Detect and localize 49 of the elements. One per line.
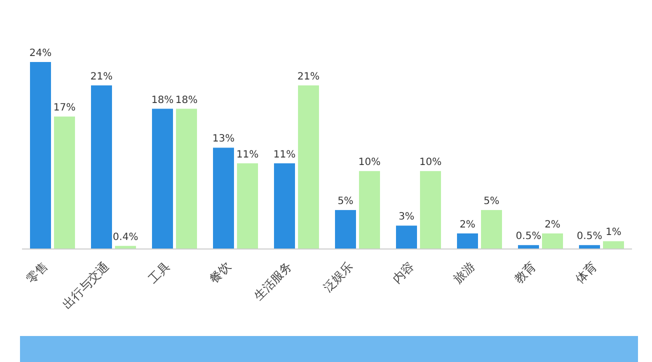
x-tick-label: 内容 [390,259,417,286]
bar [518,245,539,249]
data-label: 17% [53,102,76,114]
data-label: 2% [460,219,476,230]
bar [298,85,319,249]
bar [396,226,417,249]
data-label: 5% [484,196,500,208]
x-tick-label: 泛娱乐 [320,259,356,295]
x-tick-label: 旅游 [450,259,478,286]
data-label: 0.4% [112,232,138,243]
data-label: 1% [606,227,622,238]
x-tick-label: 零售 [24,259,51,286]
bar [457,233,478,249]
x-tick-label: 生活服务 [251,259,295,304]
data-label: 11% [236,149,259,160]
bar [542,233,563,249]
bar [152,108,173,249]
data-label: 21% [297,71,320,82]
data-label: 21% [90,71,113,82]
bar [335,210,356,249]
x-tick-label: 教育 [512,259,539,286]
bar [420,171,441,249]
bar [237,163,258,249]
x-tick-label: 餐饮 [206,259,234,286]
data-label: 18% [151,94,174,106]
x-tick-label: 工具 [146,259,173,286]
data-label: 0.5% [576,231,602,242]
bar [579,245,600,249]
data-label: 5% [338,196,354,208]
bar [603,241,624,249]
data-label: 18% [175,94,198,106]
data-label: 24% [29,48,52,59]
data-label: 2% [544,219,560,230]
bar [359,171,380,249]
bar [54,116,75,249]
bar [213,148,234,249]
data-label: 11% [273,149,296,160]
data-label: 0.5% [516,231,542,242]
data-label: 3% [398,212,414,223]
bar [274,163,295,249]
bar [91,85,112,249]
data-label: 10% [419,157,442,168]
x-tick-label: 出行与交通 [60,259,112,312]
bar [176,108,197,249]
bar [30,62,51,249]
bar [481,210,502,249]
data-label: 10% [358,157,381,168]
data-label: 13% [212,134,235,145]
x-tick-label: 体育 [572,259,600,286]
